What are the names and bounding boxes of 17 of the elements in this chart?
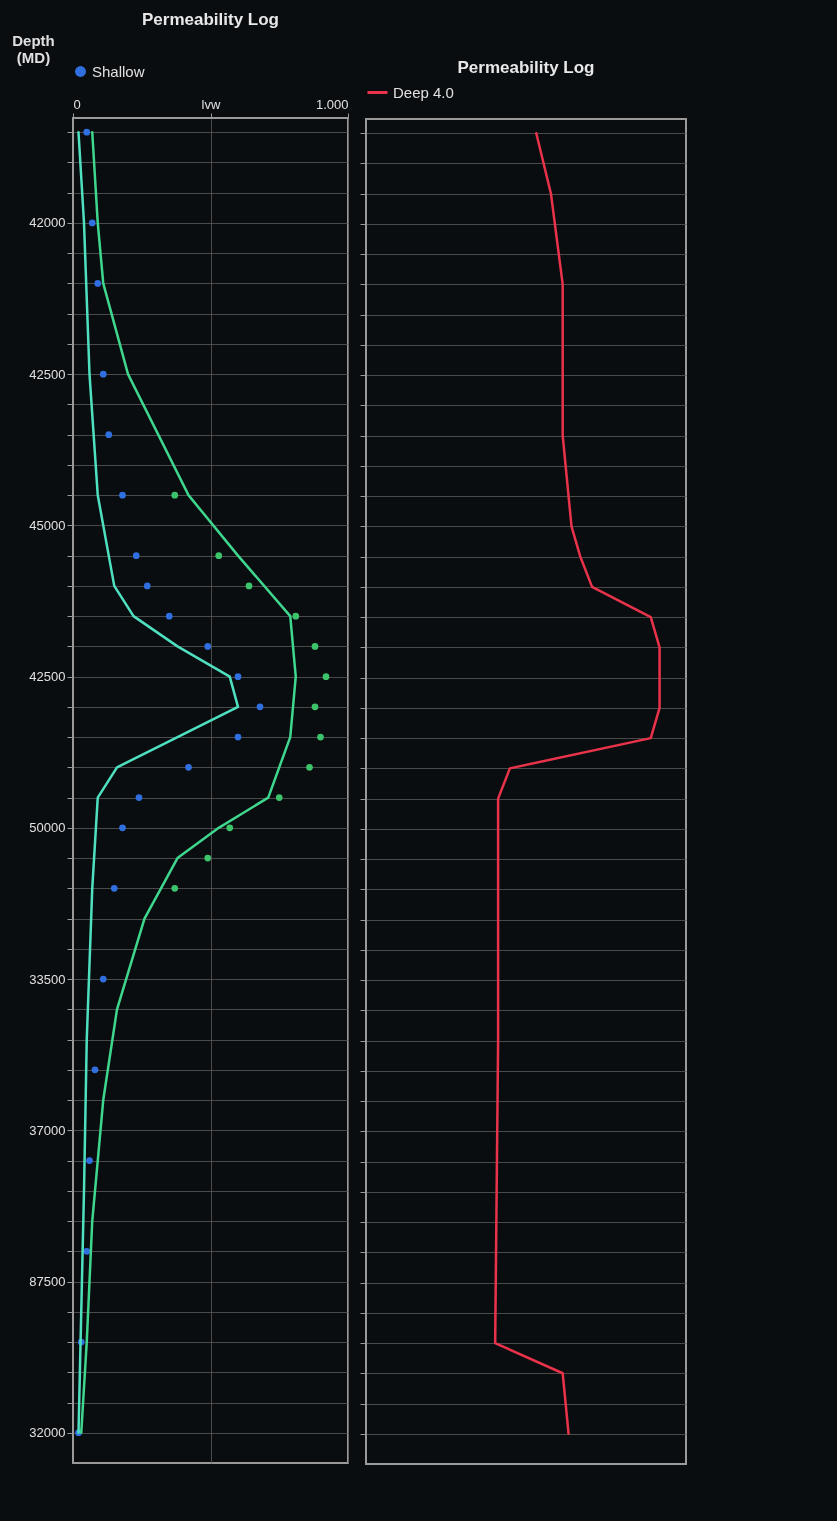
y-tick-label: 32000	[29, 1425, 66, 1441]
y-tick-label: 50000	[29, 820, 66, 836]
x-tick-label: 0	[73, 96, 81, 112]
y-tick-label: 37000	[29, 1122, 66, 1138]
y-tick-label: 45000	[29, 517, 66, 533]
legend-label: Shallow	[92, 62, 145, 80]
y-tick-label: 42500	[29, 669, 66, 685]
chart-title: Permeability Log	[457, 58, 595, 77]
y-tick-label: 87500	[29, 1274, 66, 1290]
x-tick-label: lvw	[201, 96, 221, 112]
y-tick-label: 42500	[29, 366, 66, 382]
y-tick-label: 33500	[29, 971, 66, 987]
y-axis-title: Depth (MD)	[12, 31, 55, 66]
chart-title: Permeability Log	[142, 10, 279, 29]
y-tick-label: 42000	[29, 215, 66, 231]
legend-label: Deep 4.0	[393, 83, 454, 101]
x-tick-label: 1.000	[315, 96, 349, 112]
